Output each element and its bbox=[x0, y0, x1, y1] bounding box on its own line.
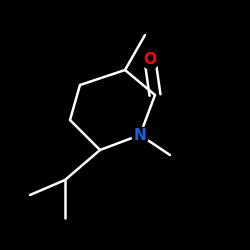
Text: O: O bbox=[144, 52, 156, 68]
Text: N: N bbox=[134, 128, 146, 142]
